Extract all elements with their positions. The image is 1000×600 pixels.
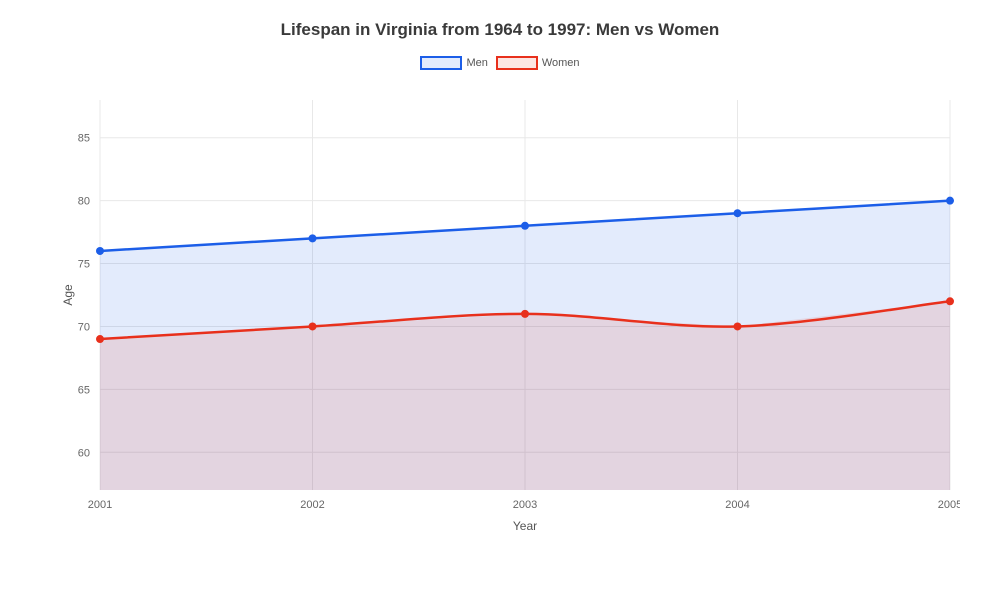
x-tick-label: 2004 [725,499,749,511]
marker-women[interactable] [309,322,317,330]
y-axis-title: Age [61,284,75,306]
legend-item-men[interactable]: Men [420,56,487,70]
marker-men[interactable] [946,197,954,205]
y-tick-label: 70 [78,321,90,333]
marker-women[interactable] [734,322,742,330]
plot-area: 60657075808520012002200320042005YearAge [60,90,960,520]
y-tick-label: 75 [78,259,90,271]
legend-label-women: Women [542,57,580,69]
marker-men[interactable] [96,247,104,255]
chart-title: Lifespan in Virginia from 1964 to 1997: … [0,0,1000,40]
legend-label-men: Men [466,57,487,69]
marker-men[interactable] [309,234,317,242]
x-tick-label: 2002 [300,499,324,511]
legend-swatch-men [420,56,462,70]
y-tick-label: 60 [78,447,90,459]
marker-men[interactable] [521,222,529,230]
legend-swatch-women [496,56,538,70]
marker-men[interactable] [734,209,742,217]
marker-women[interactable] [946,297,954,305]
marker-women[interactable] [521,310,529,318]
chart-container: Lifespan in Virginia from 1964 to 1997: … [0,0,1000,600]
x-tick-label: 2005 [938,499,960,511]
marker-women[interactable] [96,335,104,343]
x-tick-label: 2001 [88,499,112,511]
y-tick-label: 80 [78,196,90,208]
y-tick-label: 65 [78,384,90,396]
x-axis-title: Year [513,519,537,533]
legend-item-women[interactable]: Women [496,56,580,70]
plot-svg: 60 65 70 75 80 85 2001 2002 2003 2004 2005 Year Age [60,90,960,540]
x-tick-label: 2003 [513,499,537,511]
legend: Men Women [0,56,1000,70]
y-tick-label: 85 [78,133,90,145]
